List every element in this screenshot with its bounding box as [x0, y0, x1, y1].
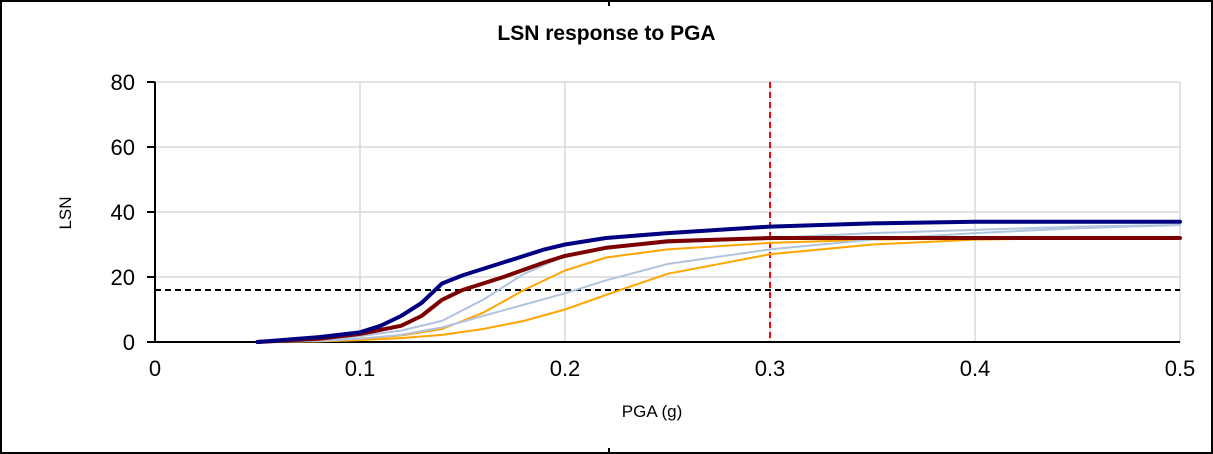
x-tick-label: 0.2 [550, 356, 581, 381]
y-tick-label: 20 [111, 265, 135, 290]
y-tick-label: 40 [111, 200, 135, 225]
chart-title: LSN response to PGA [497, 22, 716, 45]
y-tick-label: 0 [123, 330, 135, 355]
series-line-1 [256, 237, 1181, 343]
x-tick-label: 0.5 [1165, 356, 1196, 381]
frame-divider-bottom [608, 448, 610, 452]
series-line-5 [255, 236, 1182, 344]
y-axis-label: LSN [56, 196, 75, 229]
tick-labels: 0 0.1 0.2 0.3 0.4 0.5 0 20 40 60 80 [111, 70, 1196, 381]
grid [155, 81, 1181, 342]
x-tick-label: 0.3 [755, 356, 786, 381]
y-tick-label: 80 [111, 70, 135, 95]
x-axis-label: PGA (g) [622, 402, 682, 421]
x-tick-label: 0.4 [960, 356, 991, 381]
series-line-3 [256, 224, 1181, 343]
y-tick-label: 60 [111, 135, 135, 160]
x-tick-label: 0.1 [345, 356, 376, 381]
reference-lines [155, 82, 1180, 342]
series-line-6 [255, 219, 1182, 344]
frame-divider-top [608, 2, 610, 6]
x-tick-label: 0 [149, 356, 161, 381]
series-line-4 [256, 224, 1181, 343]
series-group [255, 219, 1182, 344]
